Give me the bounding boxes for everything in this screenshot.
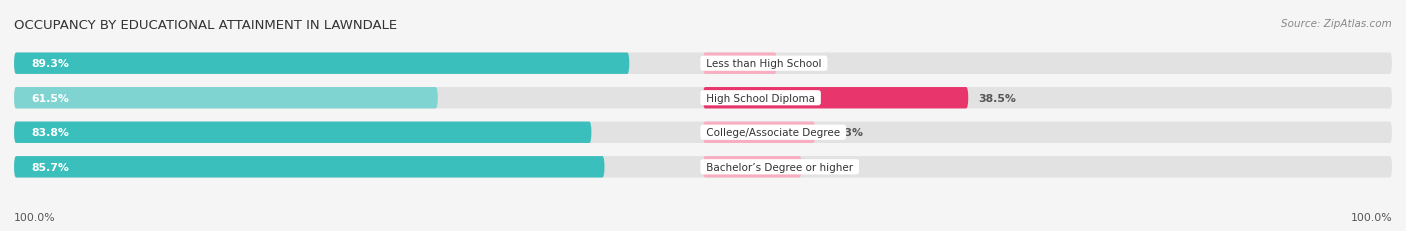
Text: Less than High School: Less than High School — [703, 59, 825, 69]
Text: 100.0%: 100.0% — [14, 212, 56, 222]
FancyBboxPatch shape — [14, 156, 1392, 178]
Text: OCCUPANCY BY EDUCATIONAL ATTAINMENT IN LAWNDALE: OCCUPANCY BY EDUCATIONAL ATTAINMENT IN L… — [14, 18, 396, 31]
FancyBboxPatch shape — [14, 122, 1392, 143]
Text: 89.3%: 89.3% — [31, 59, 69, 69]
FancyBboxPatch shape — [14, 88, 1392, 109]
Text: 61.5%: 61.5% — [31, 93, 69, 103]
FancyBboxPatch shape — [703, 156, 801, 178]
FancyBboxPatch shape — [14, 156, 605, 178]
Text: 38.5%: 38.5% — [979, 93, 1017, 103]
Text: College/Associate Degree: College/Associate Degree — [703, 128, 844, 138]
FancyBboxPatch shape — [703, 88, 969, 109]
Text: Source: ZipAtlas.com: Source: ZipAtlas.com — [1281, 18, 1392, 28]
Text: 83.8%: 83.8% — [31, 128, 69, 138]
Text: 14.3%: 14.3% — [811, 162, 849, 172]
Text: 16.3%: 16.3% — [825, 128, 863, 138]
FancyBboxPatch shape — [14, 53, 1392, 75]
FancyBboxPatch shape — [703, 122, 815, 143]
FancyBboxPatch shape — [703, 53, 776, 75]
Text: 100.0%: 100.0% — [1350, 212, 1392, 222]
FancyBboxPatch shape — [14, 88, 437, 109]
Text: 85.7%: 85.7% — [31, 162, 69, 172]
FancyBboxPatch shape — [14, 122, 592, 143]
Text: Bachelor’s Degree or higher: Bachelor’s Degree or higher — [703, 162, 856, 172]
Text: 10.7%: 10.7% — [787, 59, 825, 69]
Text: High School Diploma: High School Diploma — [703, 93, 818, 103]
FancyBboxPatch shape — [14, 53, 630, 75]
